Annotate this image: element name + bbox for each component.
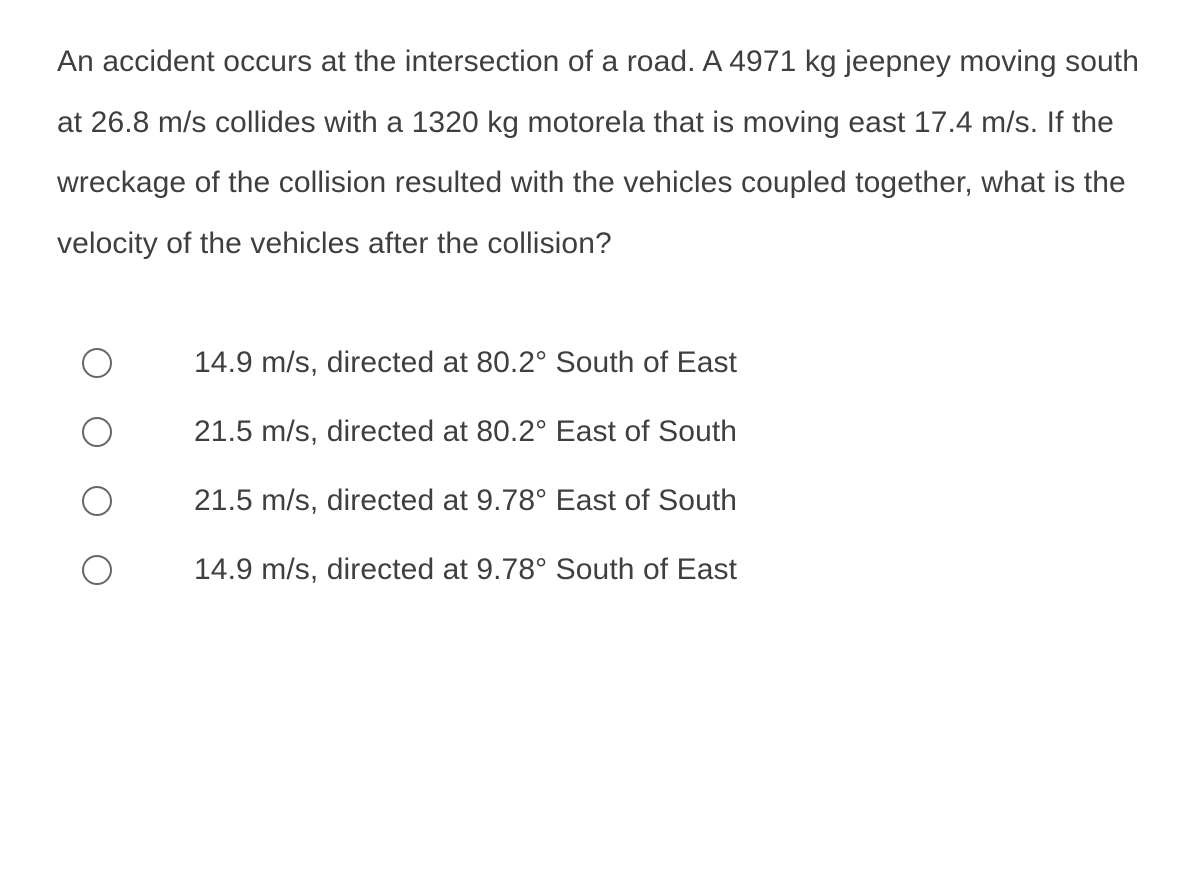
question-container: An accident occurs at the intersection o… xyxy=(0,0,1200,662)
option-row[interactable]: 21.5 m/s, directed at 9.78° East of Sout… xyxy=(82,484,1150,518)
option-label: 21.5 m/s, directed at 80.2° East of Sout… xyxy=(194,415,737,449)
option-row[interactable]: 21.5 m/s, directed at 80.2° East of Sout… xyxy=(82,415,1150,449)
radio-button[interactable] xyxy=(82,348,112,378)
option-label: 14.9 m/s, directed at 9.78° South of Eas… xyxy=(194,553,737,587)
option-row[interactable]: 14.9 m/s, directed at 9.78° South of Eas… xyxy=(82,553,1150,587)
radio-button[interactable] xyxy=(82,417,112,447)
radio-button[interactable] xyxy=(82,555,112,585)
question-text: An accident occurs at the intersection o… xyxy=(57,32,1150,274)
option-label: 14.9 m/s, directed at 80.2° South of Eas… xyxy=(194,346,737,380)
option-label: 21.5 m/s, directed at 9.78° East of Sout… xyxy=(194,484,737,518)
options-list: 14.9 m/s, directed at 80.2° South of Eas… xyxy=(57,346,1150,587)
radio-button[interactable] xyxy=(82,486,112,516)
option-row[interactable]: 14.9 m/s, directed at 80.2° South of Eas… xyxy=(82,346,1150,380)
